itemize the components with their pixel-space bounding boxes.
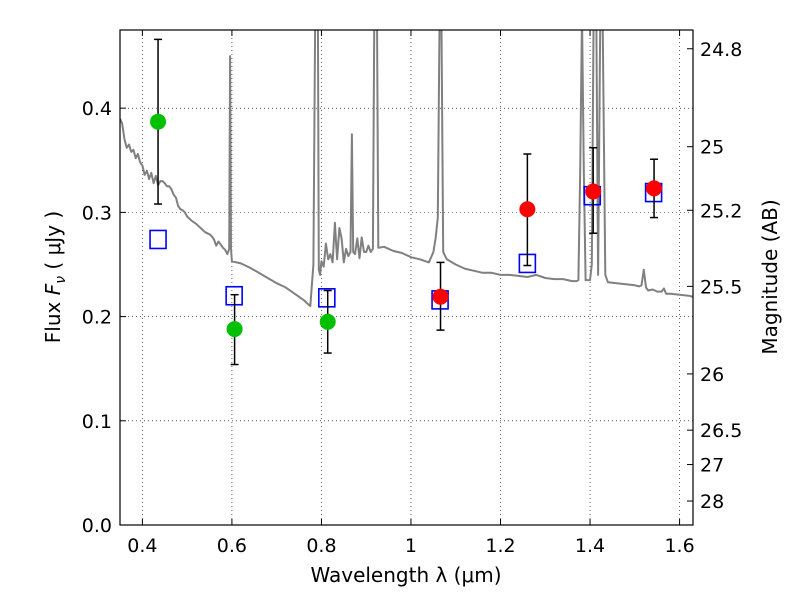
y-axis-label-symbol: F bbox=[41, 283, 65, 295]
y-tick-label: 0.2 bbox=[82, 307, 112, 329]
model-box-marker bbox=[318, 288, 336, 308]
x-tick-label: 1.4 bbox=[575, 535, 605, 557]
y2-tick-label: 25.2 bbox=[700, 200, 742, 222]
tick-labels: 0.4 0.6 0.8 1 1.2 1.4 1.6 0.0 0.1 0.2 0.3 0.4 24.8 25… bbox=[82, 39, 743, 557]
y-tick-label: 0.3 bbox=[82, 202, 112, 224]
x-tick-label: 0.6 bbox=[217, 535, 247, 557]
y-axis-label-unit: ( μJy ) bbox=[41, 211, 65, 276]
y-axis-label-subscript: ν bbox=[53, 276, 69, 284]
green-point bbox=[226, 321, 243, 338]
y-tick-label: 0.4 bbox=[82, 98, 112, 120]
y2-tick-label: 26 bbox=[700, 364, 724, 386]
x-tick-label: 1.6 bbox=[664, 535, 694, 557]
x-tick-label: 0.8 bbox=[306, 535, 336, 557]
y2-axis-label: Magnitude (AB) bbox=[758, 199, 782, 354]
y-axis-label-prefix: Flux bbox=[41, 295, 65, 343]
y2-tick-label: 25 bbox=[700, 137, 724, 159]
spectrum-layer bbox=[120, 30, 693, 308]
observed-point-layer bbox=[150, 113, 663, 338]
red-point bbox=[646, 180, 663, 197]
red-point bbox=[432, 288, 449, 305]
x-tick-label: 1.2 bbox=[485, 535, 515, 557]
y2-tick-label: 28 bbox=[700, 491, 724, 513]
y2-tick-label: 24.8 bbox=[700, 39, 742, 61]
x-tick-label: 0.4 bbox=[127, 535, 157, 557]
plot-frame bbox=[119, 29, 694, 526]
y-axis-label: Flux Fν ( μJy ) bbox=[41, 211, 69, 343]
x-tick-label: 1 bbox=[405, 535, 417, 557]
y-tick-label: 0.0 bbox=[82, 515, 112, 537]
red-point bbox=[585, 183, 602, 200]
y2-tick-label: 26.5 bbox=[700, 420, 742, 442]
spectrum-line bbox=[120, 30, 693, 308]
grid-lines bbox=[120, 30, 693, 526]
y-tick-label: 0.1 bbox=[82, 411, 112, 433]
axis-ticks bbox=[120, 30, 693, 526]
green-point bbox=[319, 313, 336, 330]
model-box-marker bbox=[149, 229, 167, 250]
x-axis-label: Wavelength λ (μm) bbox=[310, 563, 501, 587]
y2-tick-label: 27 bbox=[700, 455, 724, 477]
red-point bbox=[519, 201, 536, 218]
green-point bbox=[150, 113, 167, 130]
y2-tick-label: 25.5 bbox=[700, 276, 742, 298]
